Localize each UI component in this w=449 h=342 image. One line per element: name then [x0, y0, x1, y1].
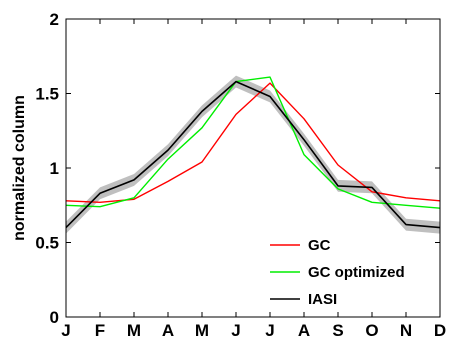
iasi-line: [65, 80, 441, 229]
x-tick-label: D: [434, 321, 446, 340]
x-tick-label: S: [332, 321, 343, 340]
y-axis-label: normalized column: [11, 95, 28, 241]
y-tick-label: 1: [50, 159, 59, 178]
legend: GC GC optimized IASI: [270, 237, 405, 308]
x-tick-label: A: [162, 321, 174, 340]
iasi-band: [66, 75, 440, 234]
y-tick-label: 0.5: [35, 234, 59, 253]
x-tick-label: A: [298, 321, 310, 340]
x-tick-label: J: [231, 321, 240, 340]
gc-optimized-line: [65, 76, 441, 209]
tick-labels: 0 0.5 1 1.5 2 J F M A M J J A S O N D: [35, 10, 446, 340]
x-tick-label: O: [365, 321, 378, 340]
y-tick-label: 2: [50, 10, 59, 29]
x-tick-label: F: [95, 321, 105, 340]
x-tick-label: M: [127, 321, 141, 340]
uncertainty-bands: [66, 75, 440, 234]
x-tick-label: J: [265, 321, 274, 340]
series-lines: [65, 76, 441, 229]
x-tick-label: N: [400, 321, 412, 340]
y-tick-label: 0: [50, 308, 59, 327]
gc-legend-label: GC: [308, 237, 331, 254]
iasi-legend-label: IASI: [308, 291, 337, 308]
x-tick-label: M: [195, 321, 209, 340]
x-tick-label: J: [61, 321, 70, 340]
gc-optimized-legend-label: GC optimized: [308, 264, 405, 281]
axis-ticks: [65, 18, 441, 318]
y-tick-label: 1.5: [35, 85, 59, 104]
